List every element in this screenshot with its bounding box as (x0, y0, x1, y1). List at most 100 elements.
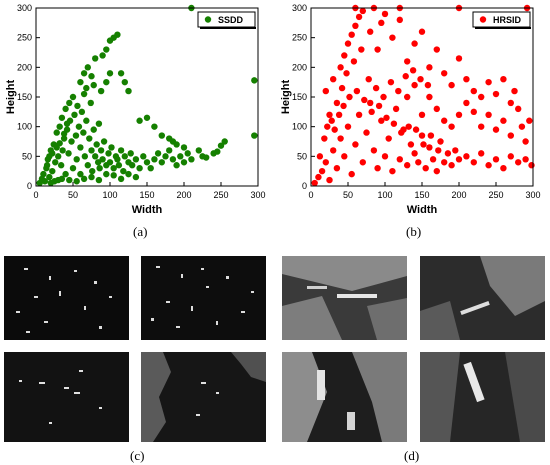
data-point (367, 99, 374, 107)
data-point (463, 99, 470, 107)
sar-thumbnail-d2 (420, 256, 545, 340)
data-point (80, 175, 88, 183)
data-point (65, 150, 72, 157)
data-point (125, 87, 132, 95)
data-point (411, 40, 418, 47)
data-point (398, 129, 405, 136)
data-point (420, 141, 427, 148)
data-point (121, 78, 128, 86)
data-point (158, 159, 165, 166)
x-tick-label: 300 (250, 190, 265, 200)
data-point (136, 165, 143, 172)
data-point (444, 150, 452, 157)
data-point (381, 153, 389, 160)
data-point (363, 129, 370, 136)
data-point (427, 132, 435, 139)
data-point (57, 162, 65, 169)
data-point (448, 81, 455, 89)
data-point (210, 150, 217, 157)
data-point (92, 55, 99, 62)
data-point (221, 138, 228, 145)
data-point (188, 156, 195, 163)
data-point (515, 105, 522, 113)
data-point (203, 154, 210, 161)
data-point (88, 147, 95, 154)
data-point (526, 117, 533, 124)
data-point (89, 167, 96, 175)
y-tick-label: 50 (22, 151, 32, 161)
data-point (437, 138, 444, 145)
data-point (485, 162, 492, 169)
y-tick-label: 0 (27, 181, 32, 191)
data-point (500, 117, 507, 124)
data-point (154, 150, 162, 157)
data-point (485, 78, 492, 86)
data-point (341, 153, 348, 160)
data-point (106, 70, 114, 77)
y-tick-label: 250 (17, 33, 32, 43)
data-point (433, 167, 440, 175)
data-point (378, 117, 385, 124)
data-point (90, 126, 97, 133)
data-point (132, 156, 140, 163)
data-point (380, 93, 387, 101)
data-point (110, 172, 117, 179)
data-point (95, 176, 103, 184)
data-point (375, 102, 383, 110)
data-point (100, 138, 108, 145)
data-point (51, 178, 58, 185)
data-point (463, 153, 470, 160)
data-point (470, 87, 477, 95)
data-point (367, 28, 374, 35)
y-axis-label: Height (5, 80, 17, 115)
data-point (114, 31, 121, 38)
data-point (195, 147, 202, 154)
data-point (507, 132, 514, 139)
data-point (330, 147, 337, 154)
data-point (412, 126, 420, 133)
data-point (335, 111, 343, 119)
data-point (169, 156, 177, 163)
data-point (352, 22, 359, 29)
legend-label: HRSID (493, 15, 522, 25)
data-point (396, 156, 403, 163)
data-point (180, 159, 188, 166)
data-point (358, 46, 365, 53)
data-point (151, 156, 158, 163)
data-point (415, 159, 422, 166)
data-point (52, 159, 59, 166)
data-point (352, 141, 359, 148)
data-point (381, 10, 389, 18)
data-point (368, 108, 375, 116)
data-point (511, 87, 518, 95)
data-point (404, 58, 411, 65)
data-point (56, 140, 63, 147)
data-point (140, 153, 147, 160)
data-point (328, 117, 335, 124)
data-point (117, 70, 125, 77)
x-tick-label: 0 (308, 190, 313, 200)
data-point (143, 114, 151, 121)
data-point (448, 123, 455, 130)
data-point (385, 135, 392, 142)
data-point (409, 67, 417, 74)
data-point (340, 102, 347, 110)
data-point (74, 102, 81, 110)
data-point (528, 162, 535, 169)
data-point (66, 176, 73, 184)
data-point (355, 111, 363, 119)
data-point (507, 99, 514, 107)
data-point (151, 123, 158, 130)
scatter-plot-ssdd: 0 50 100 150 200 250 300 0 50 100 150 200 250 300 Widt… (5, 3, 266, 216)
data-point (66, 99, 73, 107)
data-point (492, 156, 500, 163)
y-tick-label: 200 (292, 62, 307, 72)
data-point (56, 123, 63, 130)
data-point (500, 165, 507, 172)
y-tick-label: 300 (17, 3, 32, 13)
caption-c: (c) (130, 448, 145, 463)
y-tick-label: 150 (292, 92, 307, 102)
y-tick-label: 0 (302, 181, 307, 191)
caption-a: (a) (133, 224, 148, 239)
data-point (73, 156, 80, 163)
